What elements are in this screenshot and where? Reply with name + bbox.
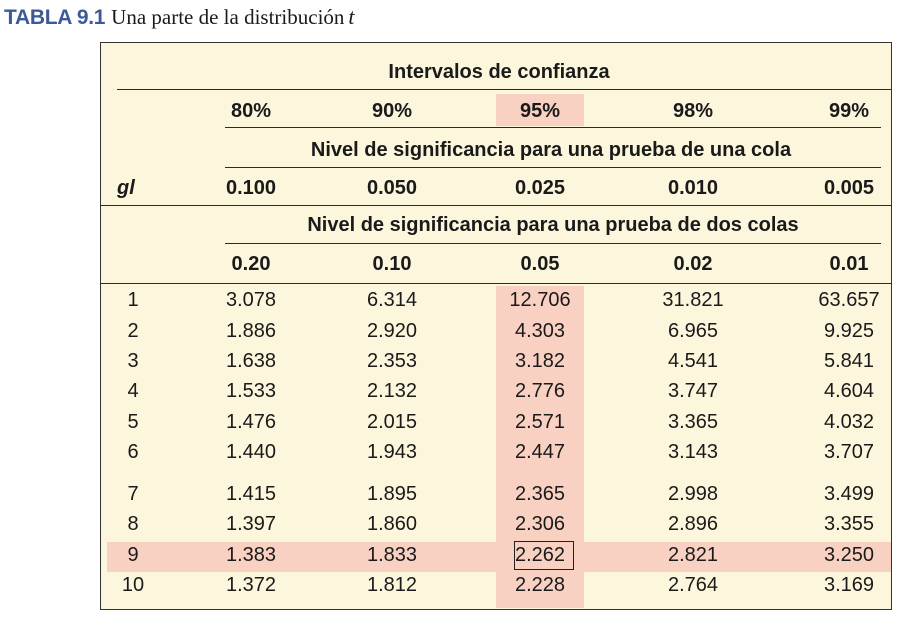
- table-title: Una parte de la distribución: [111, 5, 345, 29]
- table-cell: 2.015: [366, 411, 418, 433]
- table-caption: TABLA 9.1 Una parte de la distribución t: [4, 2, 355, 32]
- table-cell: 2.998: [667, 483, 719, 505]
- table-cell: 3.355: [823, 513, 875, 535]
- row-gl: 6: [127, 441, 139, 463]
- table-cell: 2.353: [366, 350, 418, 372]
- table-cell: 3.499: [823, 483, 875, 505]
- table-cell: 2.776: [514, 380, 566, 402]
- confidence-intervals-title: Intervalos de confianza: [388, 61, 610, 83]
- table-cell: 2.262: [514, 544, 566, 566]
- confidence-level: 98%: [672, 100, 714, 122]
- table-cell: 2.896: [667, 513, 719, 535]
- table-cell: 2.132: [366, 380, 418, 402]
- table-cell: 3.143: [667, 441, 719, 463]
- table-cell: 1.397: [225, 513, 277, 535]
- row-gl: 5: [127, 411, 139, 433]
- table-cell: 4.032: [823, 411, 875, 433]
- table-cell: 1.895: [366, 483, 418, 505]
- table-cell: 1.886: [225, 320, 277, 342]
- rule-top: [117, 89, 892, 90]
- rule-one-tail: [225, 167, 881, 168]
- rule-two-tail: [225, 243, 881, 244]
- table-cell: 3.365: [667, 411, 719, 433]
- table-cell: 1.440: [225, 441, 277, 463]
- confidence-level: 80%: [230, 100, 272, 122]
- row-gl: 9: [127, 544, 139, 566]
- one-tail-level: 0.025: [514, 177, 566, 199]
- table-cell: 9.925: [823, 320, 875, 342]
- row-gl: 7: [127, 483, 139, 505]
- row-gl: 10: [121, 574, 145, 596]
- gl-header: gl: [117, 177, 135, 199]
- two-tail-level: 0.02: [673, 253, 713, 275]
- table-cell: 3.078: [225, 289, 277, 311]
- row-gl: 8: [127, 513, 139, 535]
- two-tail-level: 0.05: [520, 253, 560, 275]
- row-gl: 1: [127, 289, 139, 311]
- table-cell: 1.476: [225, 411, 277, 433]
- table-cell: 3.707: [823, 441, 875, 463]
- one-tail-level: 0.010: [667, 177, 719, 199]
- table-cell: 1.812: [366, 574, 418, 596]
- one-tail-level: 0.100: [225, 177, 277, 199]
- table-cell: 3.250: [823, 544, 875, 566]
- highlight-row-9: [107, 542, 891, 572]
- table-cell: 3.747: [667, 380, 719, 402]
- rule-header-mid: [101, 205, 891, 206]
- table-title-variable: t: [348, 4, 355, 29]
- table-cell: 2.571: [514, 411, 566, 433]
- row-gl: 2: [127, 320, 139, 342]
- table-cell: 6.965: [667, 320, 719, 342]
- confidence-level: 90%: [371, 100, 413, 122]
- confidence-level: 99%: [828, 100, 870, 122]
- table-cell: 4.303: [514, 320, 566, 342]
- two-tail-level: 0.20: [231, 253, 271, 275]
- table-cell: 63.657: [818, 289, 880, 311]
- table-cell: 4.541: [667, 350, 719, 372]
- rule-confidence: [225, 127, 881, 128]
- table-cell: 1.415: [225, 483, 277, 505]
- one-tail-title: Nivel de significancia para una prueba d…: [310, 139, 792, 161]
- table-cell: 3.169: [823, 574, 875, 596]
- table-cell: 12.706: [509, 289, 571, 311]
- table-cell: 1.860: [366, 513, 418, 535]
- row-gl: 3: [127, 350, 139, 372]
- two-tail-level: 0.01: [829, 253, 869, 275]
- table-cell: 2.228: [514, 574, 566, 596]
- table-cell: 5.841: [823, 350, 875, 372]
- table-cell: 2.447: [514, 441, 566, 463]
- table-cell: 1.372: [225, 574, 277, 596]
- table-cell: 2.821: [667, 544, 719, 566]
- table-cell: 1.638: [225, 350, 277, 372]
- row-gl: 4: [127, 380, 139, 402]
- critical-value-box: [514, 541, 574, 570]
- table-cell: 2.306: [514, 513, 566, 535]
- t-distribution-table: Intervalos de confianza Nivel de signifi…: [100, 42, 892, 610]
- two-tail-level: 0.10: [372, 253, 412, 275]
- table-cell: 3.182: [514, 350, 566, 372]
- table-cell: 31.821: [662, 289, 724, 311]
- table-cell: 1.943: [366, 441, 418, 463]
- table-cell: 2.764: [667, 574, 719, 596]
- table-cell: 1.383: [225, 544, 277, 566]
- rule-header-bottom: [101, 283, 891, 284]
- one-tail-level: 0.050: [366, 177, 418, 199]
- one-tail-level: 0.005: [823, 177, 875, 199]
- table-cell: 2.920: [366, 320, 418, 342]
- two-tail-title: Nivel de significancia para una prueba d…: [307, 214, 799, 236]
- highlight-95-header: [496, 94, 584, 126]
- table-cell: 1.533: [225, 380, 277, 402]
- confidence-level: 95%: [519, 100, 561, 122]
- table-cell: 4.604: [823, 380, 875, 402]
- table-number: TABLA 9.1: [4, 6, 106, 29]
- table-cell: 1.833: [366, 544, 418, 566]
- table-cell: 2.365: [514, 483, 566, 505]
- table-cell: 6.314: [366, 289, 418, 311]
